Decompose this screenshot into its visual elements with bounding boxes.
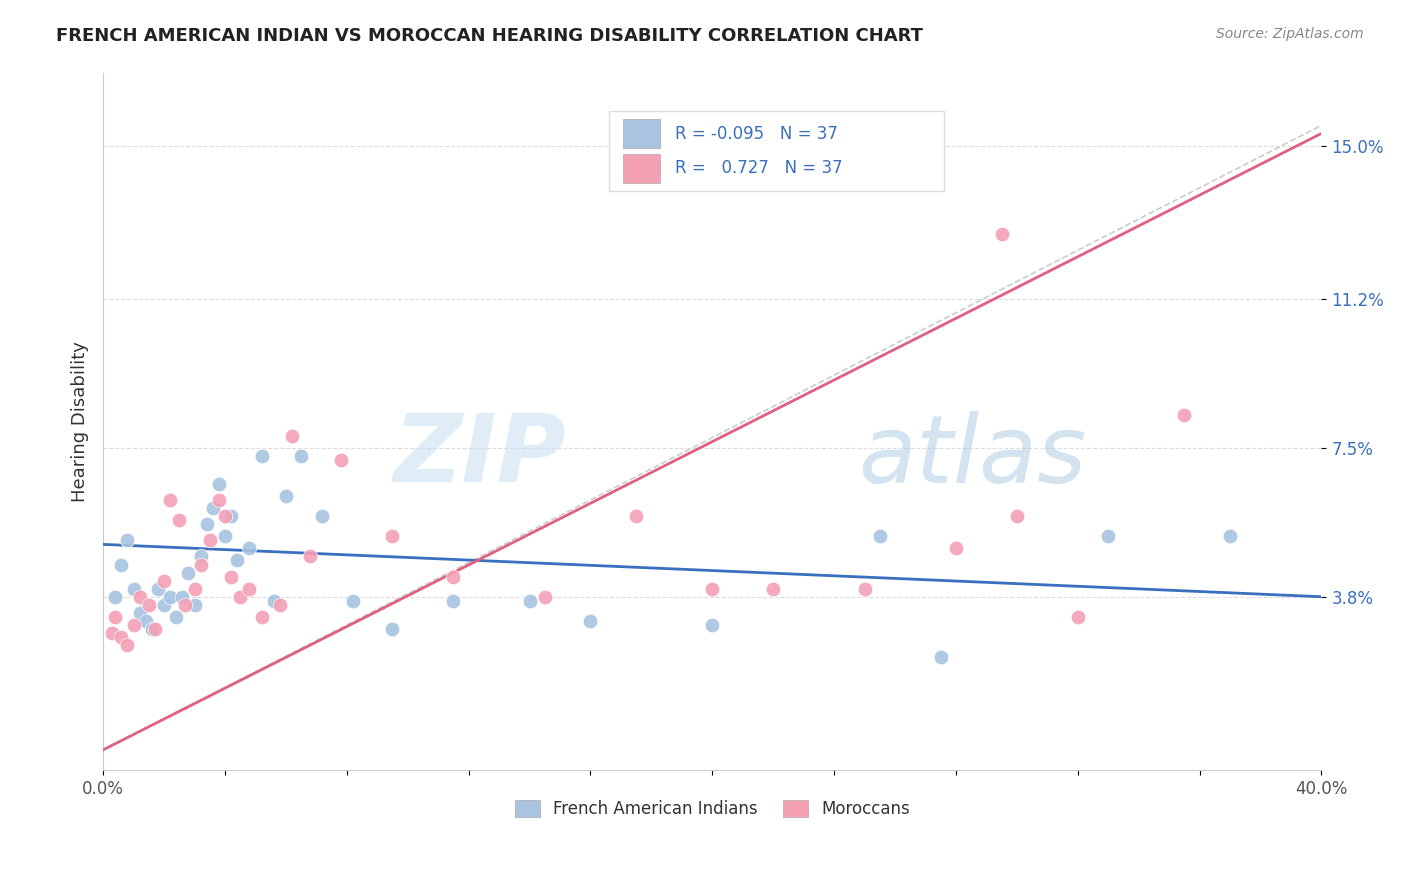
Point xyxy=(219,509,242,524)
Legend: French American Indians, Moroccans: French American Indians, Moroccans xyxy=(508,793,917,824)
Point xyxy=(381,529,404,543)
Y-axis label: Hearing Disability: Hearing Disability xyxy=(72,341,89,502)
Text: R =   0.727   N = 37: R = 0.727 N = 37 xyxy=(675,160,842,178)
Point xyxy=(104,590,127,604)
Point xyxy=(1219,529,1241,543)
Point xyxy=(110,630,132,644)
Point xyxy=(101,626,124,640)
Point xyxy=(853,582,876,596)
Point xyxy=(441,569,464,583)
Point xyxy=(135,614,157,628)
Point xyxy=(183,598,205,612)
Point xyxy=(238,582,260,596)
FancyBboxPatch shape xyxy=(623,153,659,183)
Point xyxy=(117,533,139,548)
Point xyxy=(929,650,952,665)
Point xyxy=(153,598,176,612)
Point xyxy=(945,541,967,556)
Point xyxy=(138,598,160,612)
Point xyxy=(122,582,145,596)
Point xyxy=(250,610,273,624)
Point xyxy=(1005,509,1028,524)
Text: FRENCH AMERICAN INDIAN VS MOROCCAN HEARING DISABILITY CORRELATION CHART: FRENCH AMERICAN INDIAN VS MOROCCAN HEARI… xyxy=(56,27,924,45)
Point xyxy=(226,553,249,567)
Point xyxy=(177,566,200,580)
Point xyxy=(169,513,191,527)
Point xyxy=(250,449,273,463)
Point xyxy=(381,622,404,636)
Point xyxy=(165,610,187,624)
Point xyxy=(214,529,236,543)
Point xyxy=(117,638,139,652)
Point xyxy=(990,227,1012,241)
Text: R = -0.095   N = 37: R = -0.095 N = 37 xyxy=(675,125,838,143)
Point xyxy=(238,541,260,556)
Point xyxy=(702,582,724,596)
Point xyxy=(153,574,176,588)
Point xyxy=(143,622,166,636)
Point xyxy=(1067,610,1090,624)
Point xyxy=(128,590,150,604)
Point xyxy=(122,618,145,632)
Point xyxy=(274,489,297,503)
Point xyxy=(214,509,236,524)
FancyBboxPatch shape xyxy=(623,119,659,148)
Point xyxy=(290,449,312,463)
Point xyxy=(299,549,322,564)
Point xyxy=(159,590,181,604)
Text: ZIP: ZIP xyxy=(394,410,567,502)
Point xyxy=(263,594,285,608)
Point xyxy=(104,610,127,624)
Point xyxy=(533,590,555,604)
Point xyxy=(869,529,891,543)
Point xyxy=(579,614,602,628)
Point xyxy=(159,493,181,508)
Point xyxy=(190,558,212,572)
Point xyxy=(174,598,197,612)
Point xyxy=(519,594,541,608)
Point xyxy=(624,509,647,524)
Point xyxy=(441,594,464,608)
Point xyxy=(208,493,231,508)
Point xyxy=(342,594,364,608)
Point xyxy=(281,428,304,442)
Text: atlas: atlas xyxy=(859,411,1087,502)
Point xyxy=(128,606,150,620)
Point xyxy=(146,582,169,596)
Point xyxy=(229,590,252,604)
Point xyxy=(702,618,724,632)
Point xyxy=(1173,409,1195,423)
Point xyxy=(762,582,785,596)
Text: Source: ZipAtlas.com: Source: ZipAtlas.com xyxy=(1216,27,1364,41)
Point xyxy=(198,533,221,548)
Point xyxy=(183,582,205,596)
Point xyxy=(219,569,242,583)
FancyBboxPatch shape xyxy=(609,112,943,192)
Point xyxy=(190,549,212,564)
Point xyxy=(172,590,194,604)
Point xyxy=(329,452,352,467)
Point xyxy=(110,558,132,572)
Point xyxy=(1097,529,1119,543)
Point xyxy=(311,509,333,524)
Point xyxy=(208,477,231,491)
Point xyxy=(201,501,224,516)
Point xyxy=(195,517,218,532)
Point xyxy=(269,598,291,612)
Point xyxy=(141,622,163,636)
